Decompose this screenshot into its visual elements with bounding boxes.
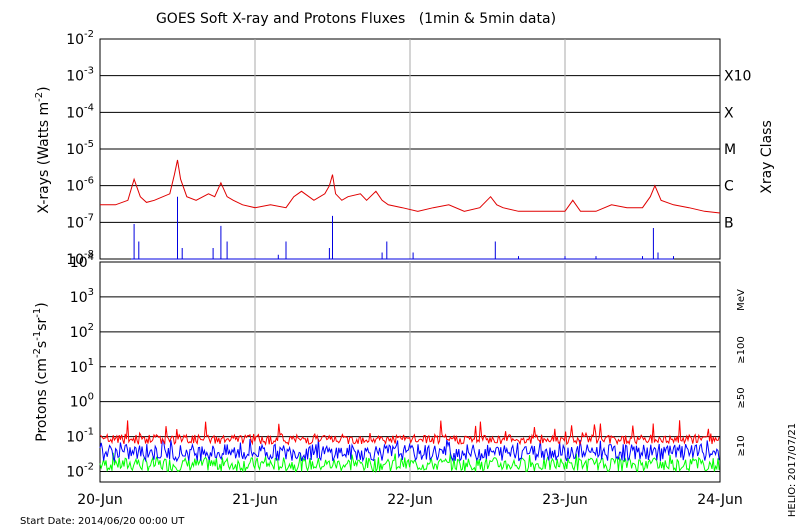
xray-class-label: C bbox=[724, 179, 734, 195]
proton-y-tick-label: 100 bbox=[70, 392, 94, 411]
xray-class-label: B bbox=[724, 215, 734, 231]
xray-y-tick-label: 10-5 bbox=[66, 139, 94, 158]
proton-10mev-series-line bbox=[99, 420, 720, 446]
proton-panel: 104 103 102 101 100 10-1 10-2 MeV ≥100 ≥50 ≥10… bbox=[32, 252, 747, 483]
proton-y-tick-label: 101 bbox=[70, 357, 94, 376]
proton-100mev-legend: ≥100 bbox=[736, 336, 747, 363]
xray-long-series-line bbox=[100, 159, 721, 214]
proton-y-tick-label: 10-1 bbox=[66, 427, 94, 446]
xray-y-tick-label: 10-4 bbox=[66, 102, 94, 121]
xray-short-series-line bbox=[131, 196, 674, 260]
proton-y-tick-label: 10-2 bbox=[66, 462, 94, 481]
xray-y-tick-labels: 10-2 10-3 10-4 10-5 10-6 10-7 10-8 bbox=[66, 29, 94, 268]
xray-y-tick-label: 10-3 bbox=[66, 66, 94, 85]
xray-y-axis-label: X-rays (Watts m-2) bbox=[34, 86, 52, 213]
x-axis-tick-label: 23-Jun bbox=[542, 492, 588, 508]
start-date: Start Date: 2014/06/20 00:00 UT bbox=[20, 516, 185, 527]
xray-class-label: M bbox=[724, 142, 736, 158]
xray-class-label: X bbox=[724, 105, 734, 121]
xray-y-tick-label: 10-6 bbox=[66, 176, 94, 195]
xray-y-tick-label: 10-7 bbox=[66, 212, 94, 231]
helio-credit: HELIO: 2017/07/21 bbox=[787, 423, 798, 517]
x-axis-tick-labels: 20-Jun 21-Jun 22-Jun 23-Jun 24-Jun bbox=[77, 492, 743, 508]
x-axis-tick-label: 24-Jun bbox=[697, 492, 743, 508]
xray-class-axis-label: Xray Class bbox=[759, 120, 775, 194]
xray-day-lines bbox=[254, 39, 566, 259]
xray-y-tick-label: 10-2 bbox=[66, 29, 94, 48]
proton-y-tick-labels: 104 103 102 101 100 10-1 10-2 bbox=[66, 252, 94, 481]
xray-class-labels: X10 X M C B bbox=[724, 69, 751, 232]
x-axis-tick-label: 20-Jun bbox=[77, 492, 123, 508]
proton-y-axis-label: Protons (cm-2s-1sr-1) bbox=[32, 302, 50, 441]
xray-class-label: X10 bbox=[724, 69, 751, 85]
proton-50mev-legend: ≥50 bbox=[736, 387, 747, 408]
xray-panel: 10-2 10-3 10-4 10-5 10-6 10-7 10-8 X10 X M C B Xra… bbox=[34, 29, 775, 268]
chart-title: GOES Soft X-ray and Protons Fluxes (1min… bbox=[156, 11, 556, 27]
proton-10mev-legend: ≥10 bbox=[736, 435, 747, 456]
proton-y-tick-label: 103 bbox=[70, 287, 94, 306]
proton-y-tick-label: 102 bbox=[70, 322, 94, 341]
proton-50mev-series-line bbox=[99, 438, 720, 463]
proton-unit-label: MeV bbox=[736, 289, 747, 311]
x-axis-tick-label: 21-Jun bbox=[232, 492, 278, 508]
x-axis-tick-label: 22-Jun bbox=[387, 492, 433, 508]
proton-y-tick-label: 104 bbox=[70, 252, 94, 271]
xray-y-tick-label: 10-8 bbox=[66, 249, 94, 268]
